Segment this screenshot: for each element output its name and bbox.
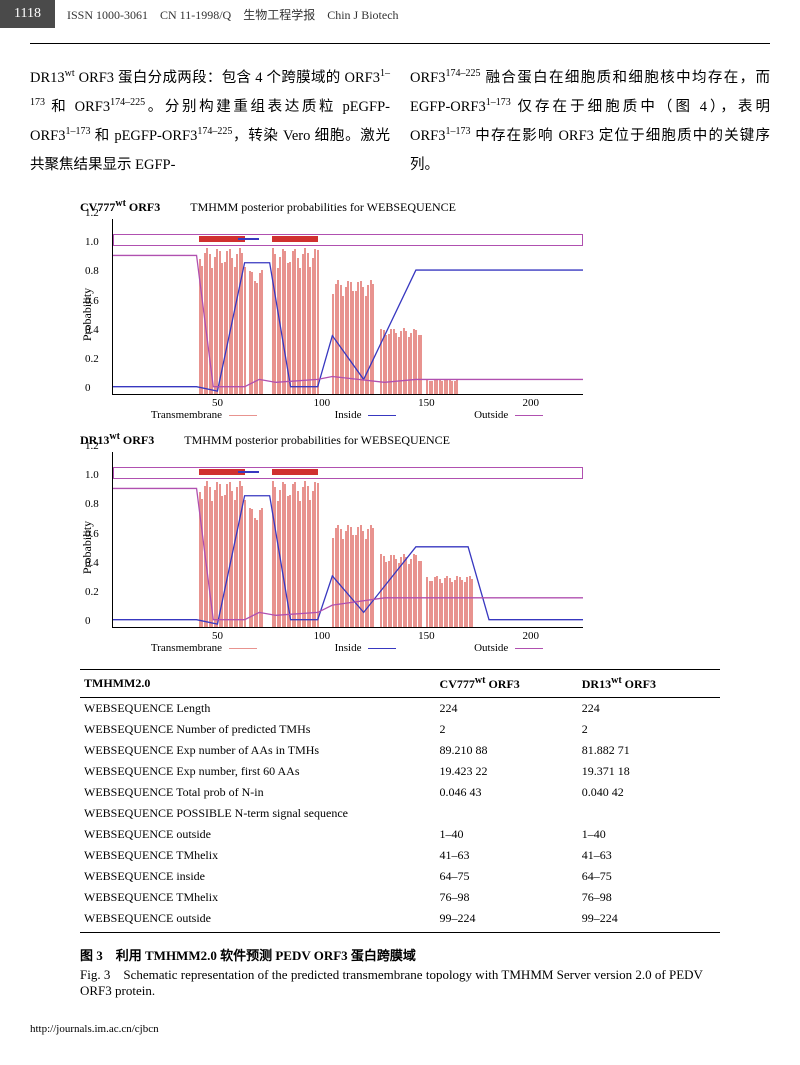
table-row: WEBSEQUENCE outside99–22499–224: [80, 908, 720, 933]
chart-legend: Transmembrane Inside Outside: [112, 642, 582, 654]
tmhmm-table: TMHMM2.0CV777wt ORF3DR13wt ORF3WEBSEQUEN…: [80, 669, 720, 933]
body-text: DR13wt ORF3 蛋白分成两段：包含 4 个跨膜域的 ORF31–173 …: [30, 64, 770, 180]
separator: [30, 43, 770, 44]
table-row: WEBSEQUENCE outside1–401–40: [80, 824, 720, 845]
tmhmm-chart-1: Probability00.20.40.60.81.01.25010015020…: [112, 452, 583, 628]
header-text: ISSN 1000-3061 CN 11-1998/Q 生物工程学报 Chin …: [67, 6, 399, 23]
caption-zh: 图 3 利用 TMHMM2.0 软件预测 PEDV ORF3 蛋白跨膜域: [80, 948, 416, 963]
chart-title: CV777wt ORF3TMHMM posterior probabilitie…: [80, 198, 720, 215]
table-row: WEBSEQUENCE TMhelix41–6341–63: [80, 845, 720, 866]
chart-legend: Transmembrane Inside Outside: [112, 409, 582, 421]
caption: 图 3 利用 TMHMM2.0 软件预测 PEDV ORF3 蛋白跨膜域 Fig…: [80, 945, 720, 999]
col-left: DR13wt ORF3 蛋白分成两段：包含 4 个跨膜域的 ORF31–173 …: [30, 64, 390, 180]
table-row: WEBSEQUENCE Total prob of N-in0.046 430.…: [80, 782, 720, 803]
table-row: WEBSEQUENCE Exp number, first 60 AAs19.4…: [80, 761, 720, 782]
table-row: WEBSEQUENCE Length224224: [80, 698, 720, 720]
footer-url: http://journals.im.ac.cn/cjbcn: [30, 1023, 770, 1035]
table-row: WEBSEQUENCE inside64–7564–75: [80, 866, 720, 887]
table-row: WEBSEQUENCE Exp number of AAs in TMHs89.…: [80, 740, 720, 761]
page-number: 1118: [0, 0, 55, 28]
page-header: 1118 ISSN 1000-3061 CN 11-1998/Q 生物工程学报 …: [0, 0, 800, 28]
table-row: WEBSEQUENCE TMhelix76–9876–98: [80, 887, 720, 908]
figure-3: CV777wt ORF3TMHMM posterior probabilitie…: [80, 198, 720, 999]
col-right: ORF3174–225 融合蛋白在细胞质和细胞核中均存在，而 EGFP-ORF3…: [410, 64, 770, 180]
caption-en: Fig. 3 Schematic representation of the p…: [80, 964, 720, 999]
chart-title: DR13wt ORF3TMHMM posterior probabilities…: [80, 431, 720, 448]
table-row: WEBSEQUENCE Number of predicted TMHs22: [80, 719, 720, 740]
table-row: WEBSEQUENCE POSSIBLE N-term signal seque…: [80, 803, 720, 824]
tmhmm-chart-0: Probability00.20.40.60.81.01.25010015020…: [112, 219, 583, 395]
